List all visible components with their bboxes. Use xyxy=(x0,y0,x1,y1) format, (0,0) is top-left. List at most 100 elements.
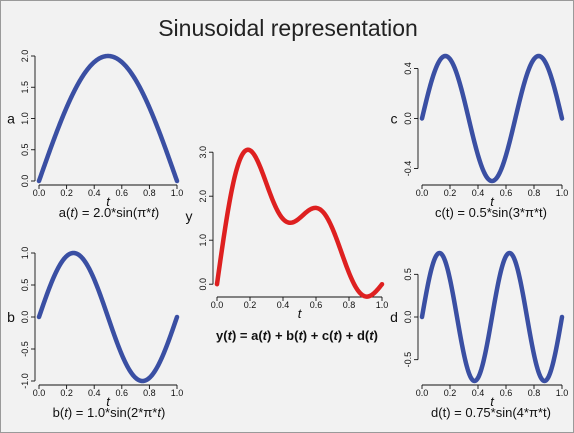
x-tick-label: 0.4 xyxy=(472,388,485,398)
x-tick-label: 0.0 xyxy=(33,188,46,198)
x-tick-label: 0.8 xyxy=(143,388,156,398)
y-tick-label: 0.4 xyxy=(403,62,413,75)
caption-part: t xyxy=(369,328,374,343)
y-tick-label: -0.5 xyxy=(403,352,413,368)
y-axis-title: y xyxy=(186,208,193,224)
x-tick-label: 0.0 xyxy=(416,388,429,398)
caption-part: y( xyxy=(216,328,228,343)
x-tick-label: 1.0 xyxy=(556,188,569,198)
caption-part: ) + c( xyxy=(303,328,334,343)
x-axis-title: t xyxy=(298,306,303,321)
x-tick-label: 0.6 xyxy=(116,188,129,198)
panel-c: 0.0 0.2 0.4 0.6 0.8 1.0 -0.4 0.0 0.4 t c c(t) = 0.5… xyxy=(391,53,569,220)
caption-part: t xyxy=(64,405,69,420)
x-tick-label: 0.4 xyxy=(88,188,101,198)
y-tick-label: 1.0 xyxy=(20,247,30,260)
caption-part: t xyxy=(151,205,156,220)
series-line-c xyxy=(419,53,565,184)
y-axis-title: c xyxy=(391,111,398,127)
y-tick-label: 0.5 xyxy=(20,279,30,292)
caption-y: y(t) = a(t) + b(t) + c(t) + d(t) xyxy=(216,328,378,343)
y-tick-label: 3.0 xyxy=(198,146,208,159)
caption-part: ) = a( xyxy=(232,328,263,343)
panel-d: 0.0 0.2 0.4 0.6 0.8 1.0 -0.5 0.0 0.5 t d d(t) = 0.7… xyxy=(390,250,569,420)
x-tick-label: 0.6 xyxy=(500,188,513,198)
x-tick-label: 0.6 xyxy=(310,300,323,310)
caption-part: a( xyxy=(59,205,71,220)
x-tick-label: 0.2 xyxy=(244,300,257,310)
caption-part: t xyxy=(334,328,339,343)
x-tick-label: 0.0 xyxy=(33,388,46,398)
x-tick-label: 0.6 xyxy=(500,388,513,398)
caption-part: d(t) = 0.75*sin(4*π*t) xyxy=(431,405,551,420)
x-axis-title: t xyxy=(490,394,495,409)
x-axis-title: t xyxy=(106,394,111,409)
caption-b: b(t) = 1.0*sin(2*π*t) xyxy=(53,405,166,420)
y-tick-label: -1.0 xyxy=(20,373,30,389)
y-tick-label: 0.0 xyxy=(403,112,413,125)
x-tick-label: 0.2 xyxy=(444,188,457,198)
x-tick-label: 0.2 xyxy=(60,388,73,398)
series-line-b xyxy=(36,250,180,384)
y-axis-title: d xyxy=(390,309,398,325)
x-tick-label: 0.8 xyxy=(528,388,541,398)
caption-a: a(t) = 2.0*sin(π*t) xyxy=(59,205,159,220)
panel-b: 0.0 0.2 0.4 0.6 0.8 1.0-1.0-0.50.00.51.0tbb(t… xyxy=(7,247,183,420)
y-tick-label: 0.5 xyxy=(20,143,30,156)
x-tick-label: 1.0 xyxy=(556,388,569,398)
y-tick-label: 0.0 xyxy=(198,278,208,291)
y-tick-label: 0.0 xyxy=(20,175,30,188)
x-tick-label: 0.6 xyxy=(116,388,129,398)
caption-part: t xyxy=(70,205,75,220)
x-tick-label: 0.4 xyxy=(472,188,485,198)
x-axis-title: t xyxy=(106,194,111,209)
x-tick-label: 0.2 xyxy=(444,388,457,398)
y-axis-title: a xyxy=(7,111,15,127)
caption-part: ) = 2.0*sin(π* xyxy=(74,205,151,220)
caption-part: ) + b( xyxy=(267,328,299,343)
caption-part: ) xyxy=(155,205,159,220)
series-line-y xyxy=(214,147,385,299)
y-tick-label: 0.5 xyxy=(403,268,413,281)
y-axis-title: b xyxy=(7,309,15,325)
y-tick-label: 1.0 xyxy=(20,112,30,125)
y-tick-label: 1.0 xyxy=(198,234,208,247)
caption-part: ) xyxy=(374,328,378,343)
caption-part: ) xyxy=(161,405,165,420)
caption-part: c(t) = 0.5*sin(3*π*t) xyxy=(435,205,547,220)
y-tick-label: 1.5 xyxy=(20,81,30,94)
panel-a: 0.0 0.2 0.4 0.6 0.8 1.00.00.51.01.52.0taa(t) … xyxy=(7,50,183,220)
caption-part: ) + d( xyxy=(338,328,370,343)
series-line-a xyxy=(36,53,180,184)
x-tick-label: 0.0 xyxy=(416,188,429,198)
x-tick-label: 0.8 xyxy=(343,300,356,310)
x-tick-label: 1.0 xyxy=(171,388,184,398)
x-tick-label: 0.4 xyxy=(277,300,290,310)
x-tick-label: 0.0 xyxy=(211,300,224,310)
y-tick-label: 2.0 xyxy=(20,50,30,63)
caption-d: d(t) = 0.75*sin(4*π*t) xyxy=(431,405,551,420)
caption-c: c(t) = 0.5*sin(3*π*t) xyxy=(435,205,547,220)
caption-part: t xyxy=(298,328,303,343)
y-tick-label: -0.5 xyxy=(20,341,30,357)
x-tick-label: 0.8 xyxy=(528,188,541,198)
y-tick-label: 0.0 xyxy=(403,311,413,324)
y-tick-label: 2.0 xyxy=(198,190,208,203)
x-tick-label: 1.0 xyxy=(171,188,184,198)
caption-part: t xyxy=(157,405,162,420)
x-tick-label: 1.0 xyxy=(376,300,389,310)
y-tick-label: 0.0 xyxy=(20,311,30,324)
caption-part: ) = 1.0*sin(2*π* xyxy=(68,405,158,420)
x-tick-label: 0.2 xyxy=(60,188,73,198)
x-tick-label: 0.4 xyxy=(88,388,101,398)
x-tick-label: 0.8 xyxy=(143,188,156,198)
page-title: Sinusoidal representation xyxy=(158,15,418,41)
caption-part: t xyxy=(263,328,268,343)
caption-part: t xyxy=(228,328,233,343)
caption-part: b( xyxy=(53,405,65,420)
series-line-d xyxy=(419,250,565,384)
x-axis-title: t xyxy=(490,194,495,209)
